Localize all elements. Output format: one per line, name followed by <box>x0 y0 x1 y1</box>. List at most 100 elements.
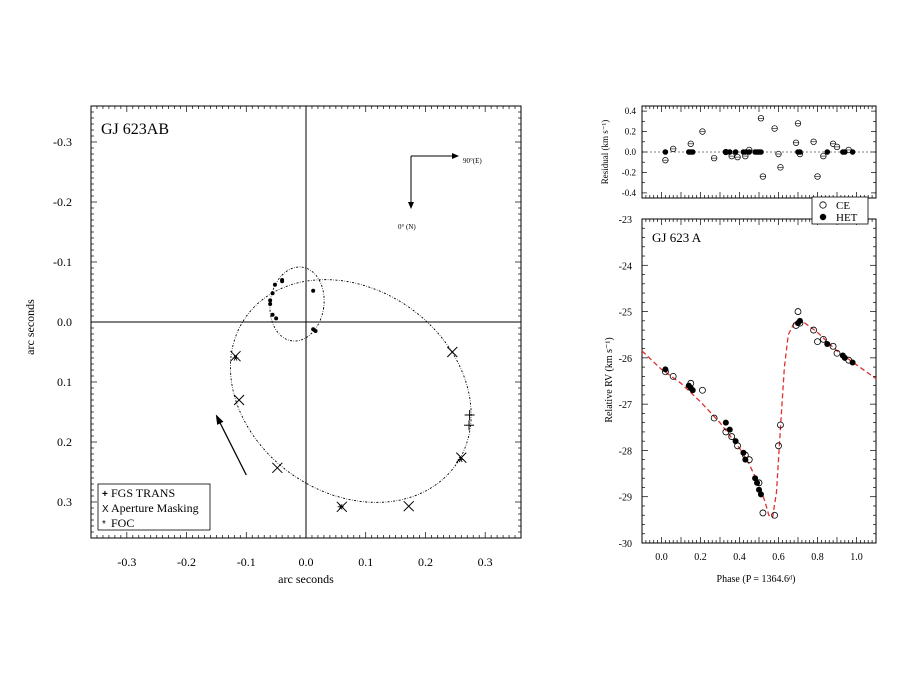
astrometry-point <box>311 288 316 293</box>
orbit-x-axis-label: arc seconds <box>278 572 334 586</box>
rv-y-tick-label: -30 <box>619 539 632 550</box>
orbit-y-tick-label: -0.2 <box>53 195 72 209</box>
orbit-origin-lines <box>91 106 521 538</box>
aperture-masking-point <box>403 500 415 512</box>
aperture-masking-point <box>446 346 458 358</box>
residual-axis-ticks <box>641 106 877 198</box>
residual-ce-point <box>670 145 677 153</box>
rv-het-point <box>754 479 761 486</box>
orbit-x-tick-label: 0.1 <box>358 555 373 569</box>
legend-label-aperture: Aperture Masking <box>111 501 199 515</box>
orbit-x-tick-label: 0.0 <box>299 555 314 569</box>
orbital-motion-arrow <box>215 414 247 476</box>
residual-ce-point <box>833 143 841 151</box>
rv-y-tick-label: -23 <box>619 215 632 226</box>
orbit-x-tick-label: 0.3 <box>478 555 493 569</box>
foc-point <box>337 504 344 510</box>
foc-stroke <box>458 456 463 463</box>
rv-het-point <box>722 419 729 426</box>
residual-ce-point <box>757 115 765 122</box>
residual-ce-point <box>777 164 784 171</box>
aperture-masking-point <box>271 462 283 474</box>
residual-ce-point <box>711 154 718 162</box>
astrometry-point <box>270 291 275 296</box>
astrometry-point <box>280 279 285 284</box>
rv-het-point <box>849 359 856 366</box>
rv-data-points <box>662 308 856 519</box>
residual-ce-point <box>687 140 694 147</box>
residual-het-point <box>758 149 764 155</box>
astrometry-point <box>268 302 273 306</box>
astrometry-point <box>274 316 279 321</box>
rv-x-tick-label: 0.8 <box>811 552 824 563</box>
residual-panel: -0.4 -0.2 0.0 0.2 0.4 Residual (km s⁻¹) <box>600 105 877 199</box>
aperture-masking-point <box>233 394 245 406</box>
orbit-y-tick-labels: -0.3 -0.2 -0.1 0.0 0.1 0.2 0.3 <box>53 135 72 509</box>
residual-het-point <box>662 149 669 155</box>
foc-stroke <box>233 355 238 361</box>
legend-label-fgs: FGS TRANS <box>111 486 175 500</box>
orbit-legend: + FGS TRANS X Aperture Masking * FOC <box>97 483 211 531</box>
aperture-masking-stroke <box>446 346 458 358</box>
residual-het-point <box>723 149 729 155</box>
rv-x-axis-label: Phase (P = 1364.6ᵈ) <box>717 574 796 585</box>
orbit-y-tick-label: -0.1 <box>53 255 72 269</box>
residual-ce-point <box>794 120 802 127</box>
rv-legend-het-marker <box>819 213 827 221</box>
residual-ce-point <box>810 138 817 145</box>
astrometry-point <box>268 298 273 303</box>
rv-het-point <box>742 456 749 463</box>
astrometry-point <box>313 329 318 333</box>
rv-het-point <box>796 317 803 324</box>
residual-ce-point <box>734 153 741 161</box>
aperture-masking-stroke <box>403 500 415 512</box>
rv-ce-point <box>775 442 782 450</box>
aperture-masking-stroke <box>230 350 241 362</box>
orbit-y-tick-label: 0.1 <box>57 375 72 389</box>
compass-east-arrowhead <box>452 153 459 159</box>
compass: 90°(E) 0° (N) <box>398 153 482 231</box>
residual-y-tick-label: 0.0 <box>625 147 637 157</box>
residual-y-tick-label: 0.2 <box>625 127 636 137</box>
rv-ce-point <box>710 414 718 422</box>
rv-y-axis-label: Relative RV (km s⁻¹) <box>604 337 615 422</box>
orbit-title: GJ 623AB <box>101 121 169 138</box>
legend-symbol-foc: * <box>102 519 106 530</box>
residual-ce-point <box>771 125 778 132</box>
residual-het-point <box>797 149 803 155</box>
rv-y-tick-label: -27 <box>619 400 632 411</box>
residual-het-point <box>824 149 831 155</box>
outer-orbit-ellipse <box>229 279 472 503</box>
aperture-masking-stroke <box>233 394 245 406</box>
rv-ce-point <box>829 342 837 350</box>
rv-het-point <box>757 491 764 498</box>
orbit-y-tick-label: 0.2 <box>57 435 72 449</box>
rv-ce-point <box>728 433 736 440</box>
orbit-y-tick-label: 0.3 <box>57 495 72 509</box>
rv-panel: 0.0 0.2 0.4 0.6 0.8 1.0 -30 -29 -28 -27 -26 -25 -24… <box>604 196 877 585</box>
motion-arrowhead <box>215 414 224 425</box>
aperture-masking-point <box>230 350 241 362</box>
rv-y-tick-label: -26 <box>619 354 632 365</box>
rv-het-point <box>756 486 762 493</box>
rv-y-tick-labels: -30 -29 -28 -27 -26 -25 -24 -23 <box>619 215 632 550</box>
fgs-trans-point <box>464 420 475 431</box>
residual-data-points <box>662 115 856 180</box>
rv-x-tick-label: 0.2 <box>694 552 707 563</box>
rv-legend-het-label: HET <box>836 212 858 224</box>
rv-het-point <box>824 340 831 347</box>
orbit-x-tick-label: -0.3 <box>117 555 136 569</box>
residual-y-tick-labels: -0.4 -0.2 0.0 0.2 0.4 <box>622 106 637 198</box>
compass-north-label: 0° (N) <box>398 223 416 231</box>
rv-legend-ce-label: CE <box>836 200 850 212</box>
astrometry-point <box>272 282 277 287</box>
rv-het-point <box>740 449 747 456</box>
orbit-x-tick-label: -0.2 <box>177 555 196 569</box>
residual-ce-point <box>662 157 669 164</box>
orbit-y-tick-label: 0.0 <box>57 315 72 329</box>
rv-y-tick-label: -25 <box>619 308 632 319</box>
motion-arrow-shaft <box>217 417 247 476</box>
foc-stroke <box>338 504 343 510</box>
rv-ce-point <box>833 349 841 357</box>
